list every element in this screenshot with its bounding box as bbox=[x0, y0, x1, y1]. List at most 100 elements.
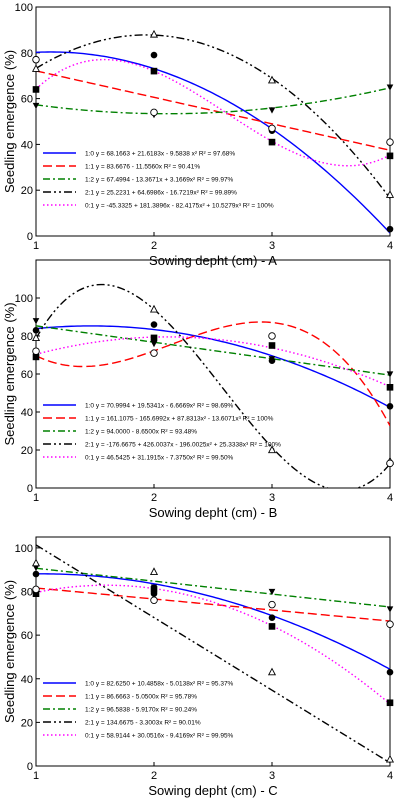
legend-entry: 2:1 y = 134.6675 - 3.3003x R² = 90.01% bbox=[85, 719, 201, 726]
x-tick-label: 4 bbox=[387, 240, 393, 252]
data-point-1-1 bbox=[32, 590, 40, 598]
data-point-1-0 bbox=[268, 614, 276, 621]
legend: 1:0 y = 68.1663 + 21.6183x - 9.5838 x² R… bbox=[43, 150, 274, 209]
legend-entry: 1:0 y = 68.1663 + 21.6183x - 9.5838 x² R… bbox=[85, 150, 235, 157]
data-point-1-0 bbox=[386, 225, 394, 233]
data-point-1-2 bbox=[386, 606, 394, 613]
data-markers bbox=[31, 304, 395, 468]
data-point-1-2 bbox=[386, 371, 394, 378]
data-point-1-2 bbox=[268, 588, 276, 596]
series-curve-2-1 bbox=[36, 34, 390, 199]
x-tick-label: 3 bbox=[269, 492, 275, 504]
legend-entry: 1:0 y = 82.6250 + 10.4858x - 5.0138x² R²… bbox=[85, 680, 234, 687]
series-curve-1-2 bbox=[36, 325, 390, 376]
legend-entry: 0:1 y = -45.3325 + 181.3896x - 82.4175x²… bbox=[85, 202, 274, 209]
data-point-2-1 bbox=[149, 29, 159, 38]
legend-entry: 1:1 y = 86.6663 - 5.0500x R² = 95.78% bbox=[85, 693, 197, 700]
x-tick-label: 1 bbox=[33, 492, 39, 504]
data-point-2-1 bbox=[267, 667, 277, 676]
y-tick-label: 0 bbox=[27, 483, 33, 495]
data-point-1-0 bbox=[386, 668, 394, 676]
data-point-0-1 bbox=[32, 55, 40, 64]
y-axis-title: Seedling emergence (%) bbox=[2, 580, 17, 723]
x-tick-label: 4 bbox=[387, 770, 393, 782]
data-point-1-2 bbox=[268, 107, 276, 114]
y-tick-label: 40 bbox=[21, 407, 33, 419]
legend-entry: 2:1 y = -176.6675 + 426.0037x - 196.0025… bbox=[85, 441, 281, 448]
data-point-1-1 bbox=[32, 86, 40, 93]
legend-entry: 1:1 y = 83.6676 - 11.5560x R² = 90.41% bbox=[85, 163, 200, 170]
y-tick-label: 80 bbox=[21, 48, 33, 60]
legend-entry: 0:1 y = 58.9144 + 30.0516x - 9.4169x² R²… bbox=[85, 732, 234, 739]
legend-entry: 2:1 y = 25.2231 + 64.6986x - 16.7219x² R… bbox=[85, 189, 237, 196]
data-point-1-2 bbox=[32, 102, 40, 110]
legend: 1:0 y = 82.6250 + 10.4858x - 5.0138x² R²… bbox=[43, 680, 234, 739]
x-tick-label: 1 bbox=[33, 770, 39, 782]
legend-entry: 1:2 y = 96.5838 - 5.9170x R² = 90.24% bbox=[85, 706, 197, 713]
data-point-0-1 bbox=[268, 600, 276, 609]
data-point-1-0 bbox=[150, 321, 158, 328]
y-tick-label: 40 bbox=[21, 139, 33, 151]
legend-entry: 1:0 y = 70.9994 + 19.5341x - 6.6669x² R²… bbox=[85, 402, 234, 409]
data-point-1-1 bbox=[268, 138, 276, 146]
data-point-1-1 bbox=[386, 384, 394, 391]
series-curve-1-2 bbox=[36, 87, 390, 115]
data-point-1-0 bbox=[32, 327, 40, 334]
data-point-1-1 bbox=[386, 699, 394, 707]
series-curve-2-1 bbox=[36, 283, 390, 488]
y-tick-label: 40 bbox=[21, 674, 33, 686]
data-point-1-2 bbox=[32, 564, 40, 572]
legend: 1:0 y = 70.9994 + 19.5341x - 6.6669x² R²… bbox=[43, 402, 281, 461]
x-tick-label: 2 bbox=[151, 770, 157, 782]
y-tick-label: 20 bbox=[21, 717, 33, 729]
data-point-0-1 bbox=[150, 349, 158, 357]
x-tick-label: 1 bbox=[33, 240, 39, 252]
y-tick-label: 60 bbox=[21, 369, 33, 381]
data-point-2-1 bbox=[385, 190, 395, 198]
chart-panel-2: 0 20 40 60 80 100 1 2 3 4 Sowing depht (cm) - B See… bbox=[2, 259, 395, 520]
data-point-0-1 bbox=[386, 620, 394, 628]
legend-entry: 1:2 y = 67.4994 - 13.3671x + 3.1669x² R²… bbox=[85, 176, 234, 183]
chart-panel-3: 0 20 40 60 80 100 1 2 3 4 Sowing depht (cm) - C See… bbox=[2, 536, 395, 798]
legend-entry: 1:2 y = 94.0000 - 8.6500x R² = 93.48% bbox=[85, 428, 197, 435]
data-point-1-0 bbox=[386, 403, 394, 410]
data-markers bbox=[31, 558, 395, 763]
series-curve-1-1 bbox=[36, 587, 390, 622]
series-curve-1-0 bbox=[36, 325, 390, 408]
legend-entry: 1:1 y = 161.1075 - 165.6992x + 87.8313x²… bbox=[85, 415, 274, 422]
data-point-1-1 bbox=[268, 623, 276, 630]
x-tick-label: 2 bbox=[151, 240, 157, 252]
x-tick-label: 4 bbox=[387, 492, 393, 504]
fit-curves bbox=[36, 544, 390, 764]
data-point-1-1 bbox=[150, 67, 158, 75]
y-tick-label: 100 bbox=[15, 543, 33, 555]
data-point-2-1 bbox=[267, 75, 277, 84]
data-point-2-1 bbox=[267, 445, 277, 454]
data-point-2-1 bbox=[31, 333, 41, 341]
data-point-1-1 bbox=[32, 353, 40, 361]
series-curve-1-1 bbox=[36, 321, 390, 427]
x-tick-label: 3 bbox=[269, 770, 275, 782]
data-point-0-1 bbox=[268, 332, 276, 340]
data-point-1-2 bbox=[268, 356, 276, 363]
y-axis-title: Seedling emergence (%) bbox=[2, 50, 17, 193]
y-tick-label: 0 bbox=[27, 761, 33, 773]
data-point-2-1 bbox=[31, 64, 41, 72]
data-point-1-2 bbox=[386, 84, 394, 91]
y-tick-label: 80 bbox=[21, 331, 33, 343]
data-point-0-1 bbox=[268, 124, 276, 133]
y-tick-label: 100 bbox=[15, 2, 33, 14]
plot-frame bbox=[35, 536, 391, 767]
series-curve-2-1 bbox=[36, 544, 390, 764]
x-axis-title: Sowing depht (cm) - C bbox=[148, 783, 277, 798]
data-point-1-0 bbox=[150, 51, 158, 59]
data-point-1-1 bbox=[150, 334, 158, 342]
x-tick-label: 3 bbox=[269, 240, 275, 252]
y-axis-title: Seedling emergence (%) bbox=[2, 302, 17, 445]
series-curve-1-2 bbox=[36, 567, 390, 608]
data-point-2-1 bbox=[149, 567, 159, 575]
data-point-0-1 bbox=[150, 596, 158, 604]
y-tick-label: 60 bbox=[21, 94, 33, 106]
